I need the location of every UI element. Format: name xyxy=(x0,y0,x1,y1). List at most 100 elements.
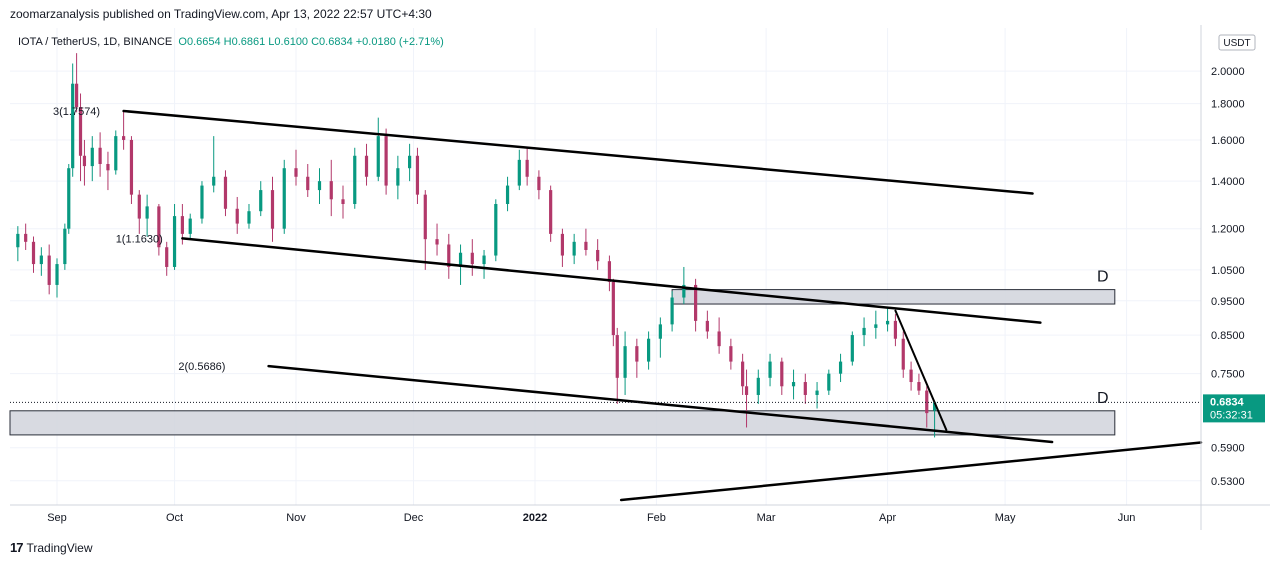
candle-body xyxy=(917,382,921,391)
zone-label: D xyxy=(1097,390,1109,407)
candle xyxy=(317,168,322,205)
symbol-legend[interactable]: IOTA / TetherUS, 1D, BINANCE O0.6654 H0.… xyxy=(18,36,444,48)
candle xyxy=(596,239,600,270)
candle xyxy=(55,258,59,298)
candle xyxy=(200,181,204,224)
annotations-group: 3(1.7574) 1(1.1630) 2(0.5686) xyxy=(53,106,225,373)
candle-body xyxy=(646,338,651,362)
candle-body xyxy=(82,155,87,167)
candle xyxy=(329,159,333,217)
candle xyxy=(838,353,843,383)
candle-body xyxy=(270,190,275,229)
price-tick-label: 1.0500 xyxy=(1211,265,1245,277)
zones-group: DD xyxy=(9,269,1116,436)
candle xyxy=(75,53,79,113)
last-price-label: 0.6834 xyxy=(1210,396,1245,408)
candle-body xyxy=(658,324,662,339)
candle xyxy=(494,199,498,262)
candle xyxy=(635,338,639,378)
candle xyxy=(247,204,251,229)
candle-body xyxy=(63,228,67,265)
candle xyxy=(815,382,819,409)
candle-body xyxy=(482,255,486,265)
candle-body xyxy=(635,346,639,362)
candle xyxy=(572,233,576,265)
candle-body xyxy=(78,107,83,156)
candle-body xyxy=(16,233,20,248)
price-tick-label: 1.8000 xyxy=(1211,99,1245,111)
candle xyxy=(791,369,796,400)
time-tick-label: Mar xyxy=(757,512,776,524)
middle-channel-line xyxy=(181,237,1042,324)
candle-body xyxy=(306,176,310,191)
candle-body xyxy=(145,206,149,219)
candles-group xyxy=(16,53,937,438)
time-tick-label: 2022 xyxy=(523,512,547,524)
tradingview-logo-icon: 17 xyxy=(10,540,24,555)
time-axis-ticks: Sep Oct Nov Dec 2022 Feb Mar Apr May Jun xyxy=(47,512,1135,524)
candle-body xyxy=(180,216,184,234)
candle xyxy=(525,147,529,186)
candle xyxy=(862,317,866,347)
candle-body xyxy=(607,261,612,282)
time-tick-label: Apr xyxy=(879,512,896,524)
candle-body xyxy=(294,168,298,177)
candle-body xyxy=(24,233,28,242)
short-down-line xyxy=(894,309,948,431)
candle-body xyxy=(90,147,94,167)
candle-body xyxy=(423,194,427,240)
candle xyxy=(670,291,674,332)
price-tick-label: 0.5900 xyxy=(1211,443,1245,455)
candle xyxy=(549,185,553,242)
candle-body xyxy=(396,168,400,186)
candle-body xyxy=(780,361,784,387)
candle-body xyxy=(717,331,721,347)
candle xyxy=(353,147,357,209)
candle-body xyxy=(75,83,79,108)
candle-body xyxy=(447,244,451,267)
candle xyxy=(615,327,619,404)
candle xyxy=(682,266,686,305)
price-tick-label: 0.9500 xyxy=(1211,296,1245,308)
candle-body xyxy=(165,247,169,267)
candle xyxy=(114,130,118,175)
candle xyxy=(172,204,177,270)
candle xyxy=(63,223,67,270)
candle-body xyxy=(71,83,75,169)
candle-body xyxy=(874,324,878,328)
candle-body xyxy=(129,139,134,195)
candle-body xyxy=(415,155,420,195)
unit-badge[interactable] xyxy=(1218,34,1256,51)
candle xyxy=(67,164,71,234)
candle-body xyxy=(525,159,529,177)
candle xyxy=(470,239,474,276)
candle xyxy=(607,255,612,292)
candle xyxy=(259,181,263,217)
candle-body xyxy=(741,361,745,387)
candle xyxy=(423,190,427,270)
price-axis-ticks: 0.5300 0.5900 0.7500 0.8500 0.9500 1.0500 1.20… xyxy=(1211,66,1245,488)
candle xyxy=(482,249,486,279)
candle-body xyxy=(200,185,204,219)
candle-body xyxy=(815,390,819,395)
candle-body xyxy=(55,264,59,285)
candle xyxy=(901,331,905,378)
price-tick-label: 0.7500 xyxy=(1211,369,1245,381)
candle xyxy=(658,317,662,358)
candle-body xyxy=(885,320,890,325)
candle xyxy=(137,190,141,234)
candle-body xyxy=(157,206,161,248)
candle-body xyxy=(537,176,541,191)
candle-body xyxy=(901,338,905,370)
footer-brand[interactable]: 17 TradingView xyxy=(10,540,93,555)
candle-body xyxy=(353,155,357,205)
candle-body xyxy=(803,382,807,395)
candle xyxy=(909,361,913,391)
candle-body xyxy=(282,168,286,229)
candle xyxy=(611,278,615,347)
candle-body xyxy=(137,194,141,219)
candle-body xyxy=(67,168,71,229)
candle xyxy=(717,317,721,354)
candle xyxy=(850,331,854,366)
